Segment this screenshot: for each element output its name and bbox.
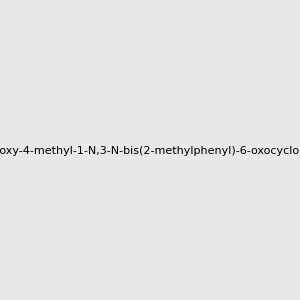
Text: 2-(4-fluorophenyl)-4-hydroxy-4-methyl-1-N,3-N-bis(2-methylphenyl)-6-oxocyclohexa: 2-(4-fluorophenyl)-4-hydroxy-4-methyl-1-… <box>0 146 300 157</box>
